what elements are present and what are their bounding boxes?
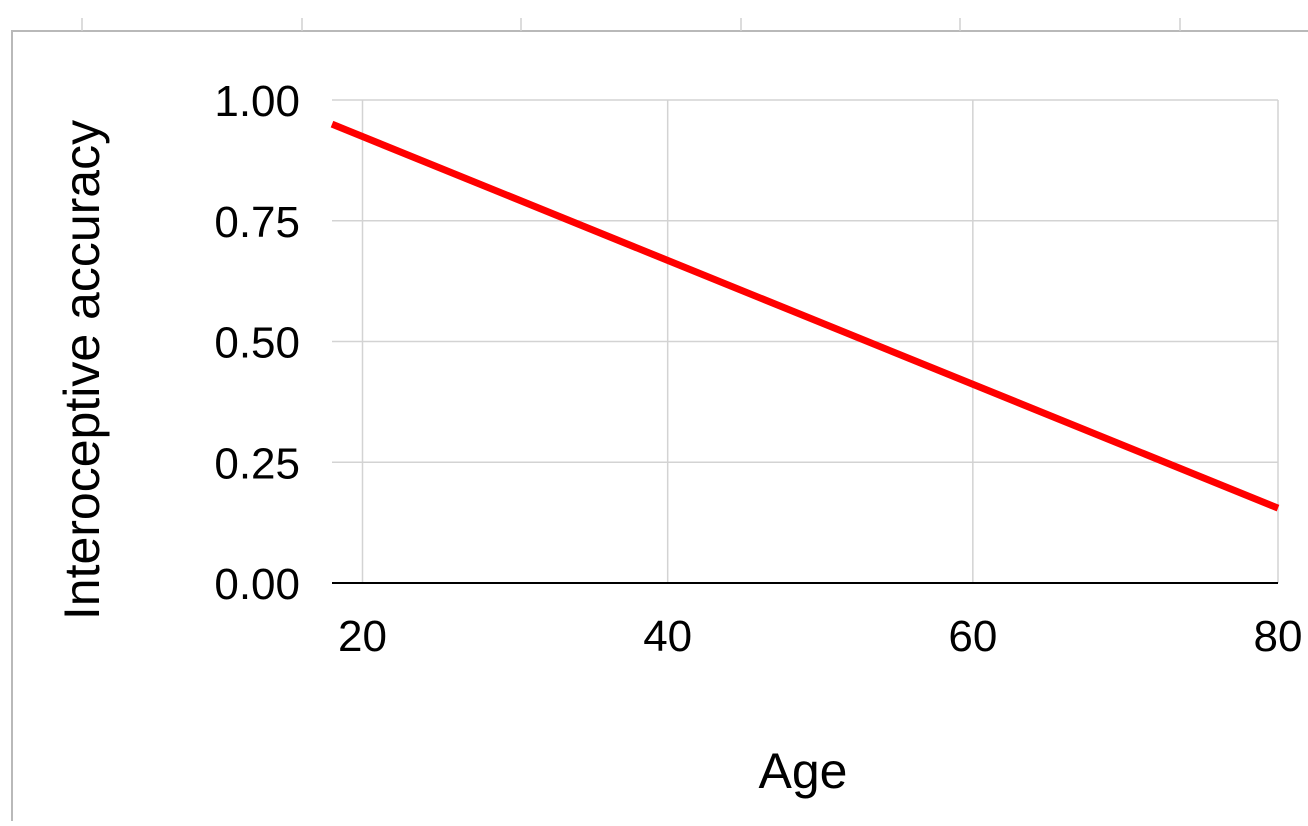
- y-tick-label-3: 0.75: [214, 198, 300, 247]
- x-tick-label-1: 40: [643, 612, 692, 661]
- x-axis-label: Age: [759, 743, 848, 799]
- y-axis-label: Interoceptive accuracy: [54, 120, 110, 620]
- x-tick-label-2: 60: [948, 612, 997, 661]
- grid-lines: [332, 99, 1279, 583]
- frame-tick-marks: [81, 18, 1181, 31]
- x-tick-label-0: 20: [338, 612, 387, 661]
- y-tick-labels: 0.00 0.25 0.50 0.75 1.00: [214, 77, 300, 609]
- y-tick-label-2: 0.50: [214, 319, 300, 368]
- y-tick-label-0: 0.00: [214, 560, 300, 609]
- series-layer: [330, 120, 1280, 512]
- x-tick-label-3: 80: [1254, 612, 1303, 661]
- y-tick-label-4: 1.00: [214, 77, 300, 126]
- chart-border: [11, 30, 1308, 826]
- series-line-0: [330, 120, 1280, 512]
- x-tick-labels: 20 40 60 80: [338, 612, 1302, 661]
- y-tick-label-1: 0.25: [214, 439, 300, 488]
